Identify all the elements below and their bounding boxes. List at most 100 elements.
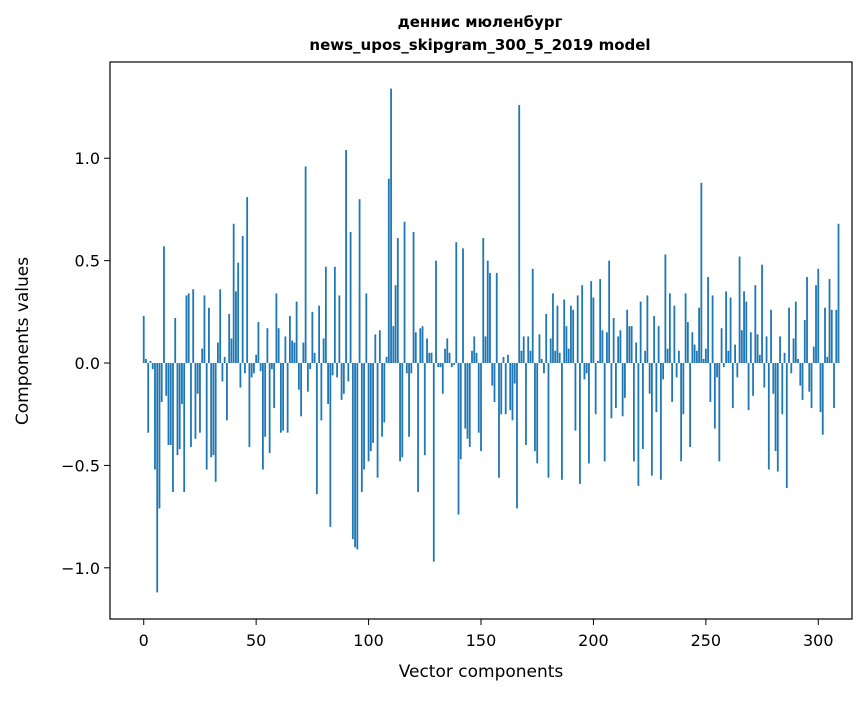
bar-167 bbox=[518, 105, 521, 364]
bar-180 bbox=[547, 363, 550, 478]
bar-237 bbox=[675, 363, 678, 378]
bar-187 bbox=[563, 299, 566, 364]
bar-270 bbox=[749, 332, 752, 364]
bar-30 bbox=[210, 363, 213, 458]
bar-41 bbox=[235, 291, 237, 364]
bar-42 bbox=[237, 262, 240, 364]
bar-37 bbox=[226, 363, 228, 421]
bar-254 bbox=[713, 363, 716, 429]
bar-115 bbox=[401, 363, 404, 458]
bar-2 bbox=[147, 363, 150, 433]
bar-82 bbox=[327, 363, 329, 404]
bar-18 bbox=[183, 363, 186, 493]
bar-179 bbox=[545, 313, 548, 364]
bar-130 bbox=[435, 260, 437, 364]
bar-213 bbox=[621, 363, 624, 417]
bar-298 bbox=[812, 346, 815, 364]
bar-101 bbox=[369, 363, 372, 452]
bar-24 bbox=[196, 363, 199, 394]
bar-90 bbox=[345, 150, 347, 364]
bar-178 bbox=[543, 363, 545, 374]
bar-232 bbox=[664, 254, 667, 364]
bar-191 bbox=[572, 309, 575, 364]
bar-36 bbox=[223, 356, 226, 364]
bar-230 bbox=[659, 363, 662, 480]
bar-0 bbox=[142, 315, 145, 364]
bar-274 bbox=[758, 354, 761, 364]
bar-35 bbox=[221, 363, 224, 382]
bar-49 bbox=[253, 363, 255, 374]
bar-175 bbox=[536, 363, 539, 464]
bar-152 bbox=[484, 336, 487, 364]
bar-222 bbox=[641, 363, 644, 450]
bar-86 bbox=[336, 363, 338, 378]
bar-97 bbox=[360, 363, 363, 493]
x-tick-label-0: 0 bbox=[139, 631, 149, 650]
bar-125 bbox=[423, 363, 426, 456]
bar-100 bbox=[367, 363, 370, 462]
bar-278 bbox=[767, 363, 770, 470]
bar-240 bbox=[682, 363, 685, 415]
bar-28 bbox=[205, 363, 208, 470]
bar-106 bbox=[381, 363, 383, 437]
bar-286 bbox=[785, 363, 788, 488]
bar-275 bbox=[761, 264, 763, 364]
bar-280 bbox=[772, 363, 775, 394]
x-tick-label-2: 100 bbox=[353, 631, 384, 650]
bar-110 bbox=[390, 88, 392, 364]
bar-162 bbox=[507, 354, 509, 364]
bar-195 bbox=[581, 285, 584, 364]
bar-91 bbox=[347, 363, 350, 382]
bar-287 bbox=[788, 307, 790, 364]
bar-289 bbox=[792, 338, 795, 364]
x-tick-label-5: 250 bbox=[691, 631, 722, 650]
bar-272 bbox=[754, 285, 757, 364]
bar-245 bbox=[693, 344, 696, 364]
bar-260 bbox=[727, 350, 730, 364]
bar-185 bbox=[558, 352, 561, 364]
bar-235 bbox=[671, 363, 674, 402]
bar-210 bbox=[615, 363, 617, 409]
bar-177 bbox=[540, 358, 543, 364]
bar-149 bbox=[477, 363, 480, 433]
bar-301 bbox=[819, 363, 822, 413]
bar-201 bbox=[594, 363, 597, 415]
bar-212 bbox=[619, 330, 622, 364]
bar-203 bbox=[599, 279, 602, 364]
bar-265 bbox=[738, 256, 741, 364]
bar-251 bbox=[707, 277, 709, 364]
bar-307 bbox=[833, 363, 835, 409]
bar-233 bbox=[666, 348, 669, 364]
bar-21 bbox=[190, 363, 192, 447]
bar-25 bbox=[199, 363, 201, 433]
bar-241 bbox=[684, 293, 687, 364]
x-tick-label-4: 200 bbox=[578, 631, 609, 650]
bar-266 bbox=[740, 330, 743, 364]
bar-305 bbox=[828, 279, 831, 364]
bar-214 bbox=[624, 363, 626, 398]
bar-209 bbox=[612, 317, 615, 364]
bar-73 bbox=[306, 363, 309, 392]
bar-216 bbox=[628, 326, 631, 364]
bar-43 bbox=[239, 363, 242, 388]
bar-129 bbox=[432, 363, 435, 562]
bar-15 bbox=[176, 363, 179, 456]
bar-157 bbox=[495, 272, 498, 364]
bar-290 bbox=[794, 301, 797, 364]
bar-56 bbox=[268, 363, 271, 454]
bar-77 bbox=[315, 363, 318, 495]
bar-46 bbox=[246, 197, 249, 364]
bar-285 bbox=[783, 352, 786, 364]
bar-51 bbox=[257, 322, 260, 364]
bar-176 bbox=[538, 334, 541, 364]
bar-88 bbox=[340, 363, 343, 400]
y-axis-ticks: −1.0 −0.5 0.0 0.5 1.0 bbox=[61, 149, 110, 578]
bar-284 bbox=[781, 363, 784, 415]
bar-229 bbox=[657, 326, 660, 364]
bar-111 bbox=[392, 326, 395, 364]
bar-131 bbox=[437, 363, 440, 368]
bar-34 bbox=[219, 289, 222, 364]
bar-198 bbox=[588, 363, 590, 464]
bar-282 bbox=[776, 363, 779, 472]
